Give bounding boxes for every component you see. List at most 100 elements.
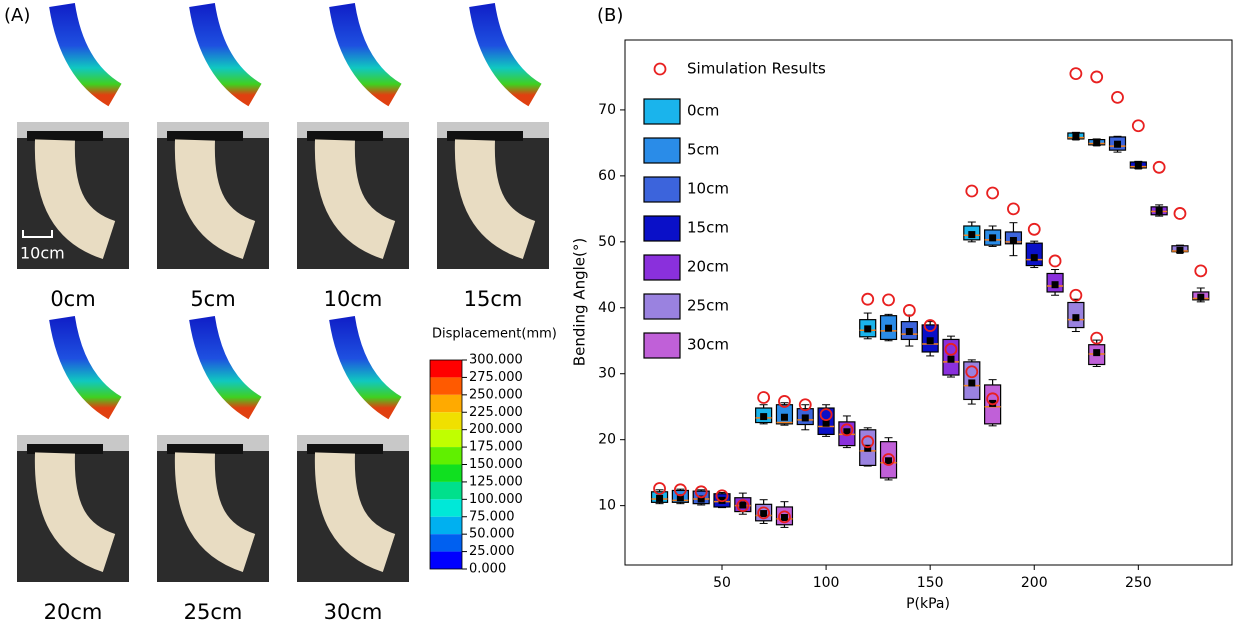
mean [1009,237,1017,245]
simulation-image [49,315,122,420]
mean [1176,246,1184,254]
caption: 5cm [190,287,235,311]
simulation-point [673,483,687,497]
panel-label: (A) [4,5,30,26]
mean [1051,281,1059,289]
y-axis-label: Bending Angle(°) [571,238,589,366]
legend-swatch [643,254,681,281]
actuator [314,139,396,260]
simulation-point [694,485,708,499]
caption: 20cm [44,600,103,621]
colorbar-tick-label: 200.000 [469,422,523,437]
scale-bar-label: 10cm [20,244,65,263]
mean [697,495,705,503]
mean [885,457,893,465]
mean [1114,140,1122,148]
colorbar-band [430,534,462,552]
x-tick-label: 150 [917,575,944,591]
mean [926,337,934,345]
simulation-point [1090,331,1104,345]
simulation-point [1027,222,1041,236]
legend-swatch [643,176,681,203]
simulation-point [986,392,1000,406]
y-tick-label: 70 [598,102,616,118]
simulation-point [757,391,771,404]
actuator [34,139,116,260]
mean [760,510,768,518]
y-tick-label: 50 [598,234,616,250]
mean [676,494,684,502]
simulation-point [778,395,791,408]
y-tick-label: 20 [598,432,616,448]
simulation-image [329,315,402,420]
colorbar-band [430,394,462,413]
simulation-point [1111,90,1124,104]
mean [780,514,788,522]
photo-mount [307,131,383,141]
simulation-point [1048,254,1062,268]
simulation-point [944,342,958,356]
colorbar-title: Displacement(mm) [432,327,557,342]
legend-label: 20cm [687,258,729,276]
mean [1093,139,1101,147]
colorbar-tick-label: 75.000 [469,509,515,524]
colorbar-band [430,516,462,535]
photo-mount [27,131,103,141]
simulation-point [736,499,750,513]
simulation-point [757,506,771,520]
mean [1030,254,1038,262]
colorbar-tick-label: 250.000 [469,387,523,402]
legend-marker [653,62,667,76]
photo-mount [27,444,103,454]
mean [885,324,893,332]
mean [905,328,913,336]
simulation-point [1152,160,1166,174]
colorbar-band [430,481,462,500]
mean [780,413,788,421]
simulation-point [986,186,1000,200]
colorbar-band [430,377,462,395]
actuator [34,452,116,573]
mean [1134,162,1142,170]
photo-mount [307,444,383,454]
y-tick-label: 30 [598,366,616,382]
simulation-point [840,423,854,437]
mean [1197,293,1205,301]
legend-swatch [643,293,681,320]
colorbar-tick-label: 300.000 [469,353,523,368]
caption: 15cm [464,287,523,311]
colorbar-tick-label: 275.000 [469,370,523,385]
simulation-image [189,315,262,420]
colorbar-tick-label: 125.000 [469,474,523,489]
simulation-point [798,398,812,412]
simulation-point [1069,67,1083,81]
colorbar-band [430,429,462,448]
caption: 0cm [50,287,95,311]
simulation-point [902,304,916,317]
colorbar-tick-label: 175.000 [469,440,523,455]
mean [864,444,872,452]
legend-swatch [643,98,681,125]
legend-label: Simulation Results [687,60,826,78]
legend-label: 15cm [687,219,729,237]
panel-label: (B) [597,5,623,26]
legend-label: 30cm [687,336,729,354]
x-axis-label: P(kPa) [906,596,950,612]
y-tick-label: 10 [598,498,616,514]
colorbar-tick-label: 50.000 [469,527,515,542]
colorbar-band [430,447,462,465]
simulation-point [819,408,833,422]
mean [864,325,872,333]
scale-bar [22,230,53,238]
simulation-point [715,489,729,503]
mean [968,231,976,239]
mean [1155,207,1163,215]
actuator [174,139,256,260]
y-tick-label: 60 [598,168,616,184]
simulation-point [1007,202,1020,216]
mean [822,419,830,427]
colorbar-tick-label: 100.000 [469,492,523,507]
mean [1072,314,1080,322]
mean [656,494,664,502]
